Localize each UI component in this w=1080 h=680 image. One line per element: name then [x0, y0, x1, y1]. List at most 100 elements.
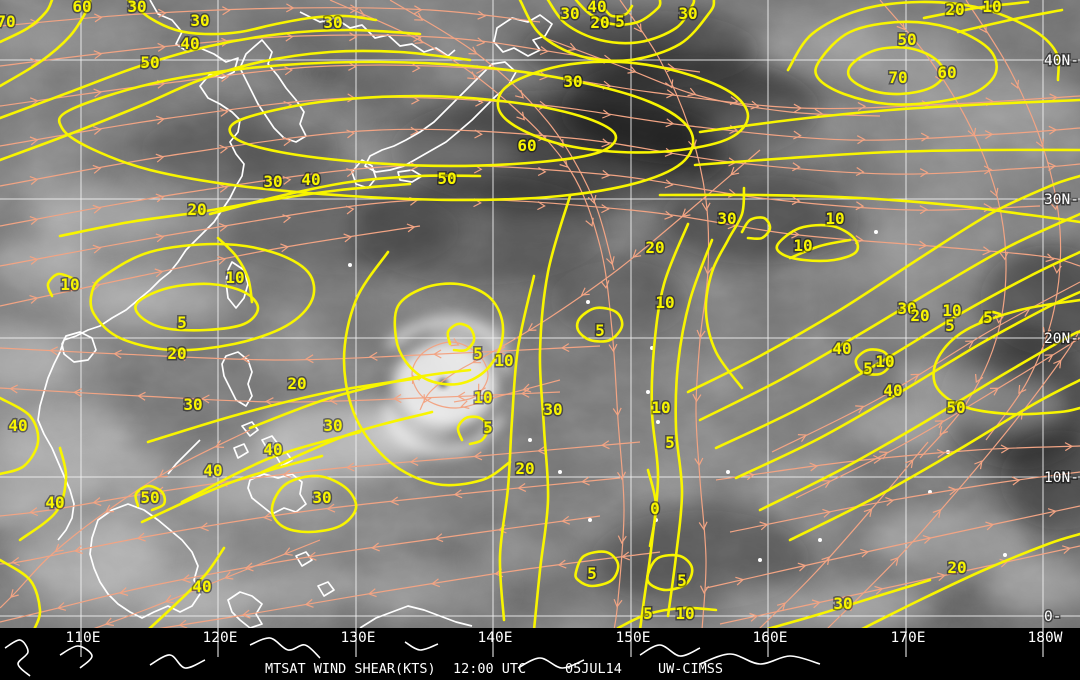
shear-value-label: 60 — [937, 63, 956, 82]
flow-arrowhead — [10, 557, 20, 566]
flow-arrowhead — [797, 562, 807, 572]
bright-cloud-region — [30, 187, 170, 243]
streamline — [0, 7, 541, 27]
coastline — [261, 435, 279, 451]
flow-arrowhead — [557, 559, 567, 569]
shear-contour — [270, 474, 358, 534]
bottom-bar-content: 110E 120E 130E 140E 150E 160E 170E 180W — [4, 628, 1063, 677]
flow-arrowhead — [922, 535, 932, 544]
flow-arrowhead — [409, 457, 419, 466]
flow-arrowhead — [1050, 201, 1059, 211]
flow-arrowhead — [29, 136, 39, 146]
flow-arrowhead — [346, 129, 356, 139]
streamline — [0, 128, 1080, 187]
flow-arrowhead — [222, 6, 231, 16]
latitude-label: 40N- — [1044, 53, 1079, 69]
coastline — [233, 443, 249, 459]
bar-coastline-fragment — [517, 657, 585, 669]
flow-arrowhead — [935, 72, 943, 82]
flow-arrowhead — [567, 42, 577, 52]
flow-arrowhead — [1035, 138, 1045, 148]
shear-value-label: 30 — [717, 209, 736, 228]
streamline — [825, 329, 1080, 631]
latitude-label: 30N- — [1044, 192, 1079, 208]
flow-arrowhead — [9, 384, 18, 394]
bright-cloud-region — [0, 13, 150, 57]
flow-arrowhead — [29, 295, 39, 304]
longitude-label: 130E — [341, 630, 376, 646]
shear-contour — [788, 238, 852, 260]
island-dot — [656, 420, 660, 424]
shear-value-label: 10 — [675, 604, 694, 623]
bright-cloud-region — [845, 403, 955, 447]
flow-arrowhead — [406, 223, 416, 233]
flow-arrowhead — [982, 246, 992, 256]
dark-cloud-region — [520, 10, 760, 90]
shear-value-label: 0 — [650, 499, 660, 518]
shear-value-label: 40 — [263, 440, 282, 459]
flow-arrowhead — [280, 243, 290, 253]
shear-contour — [956, 8, 1064, 34]
shear-value-label: 40 — [587, 0, 606, 16]
shear-value-label: 50 — [437, 169, 456, 188]
flow-arrowhead — [617, 535, 627, 545]
streamline — [757, 441, 929, 631]
shear-value-label: 40 — [180, 34, 199, 53]
streamline — [411, 341, 561, 409]
flow-arrowhead — [527, 323, 537, 332]
shear-value-label: 30 — [323, 13, 342, 32]
flow-arrowhead — [136, 532, 146, 542]
flow-arrowhead — [181, 574, 191, 584]
shear-contour — [146, 376, 422, 444]
flow-arrowhead — [516, 111, 526, 121]
streamline — [0, 198, 1080, 267]
island-dot — [586, 300, 590, 304]
shear-value-label: 60 — [517, 136, 536, 155]
flow-arrowhead — [282, 175, 292, 185]
shear-value-label: 20 — [515, 459, 534, 478]
flow-arrowhead — [350, 4, 359, 14]
shear-contour — [575, 306, 624, 343]
flow-arrowhead — [283, 547, 293, 556]
shear-contour — [0, 0, 92, 88]
flow-arrowhead — [809, 462, 819, 472]
streamline — [389, 0, 615, 271]
flow-arrowhead — [474, 129, 483, 139]
flow-arrowhead — [1047, 162, 1057, 171]
shear-contour — [393, 282, 505, 386]
flow-arrowhead — [703, 266, 713, 276]
flow-arrowhead — [932, 508, 942, 518]
flow-arrowhead — [860, 548, 870, 558]
shear-contour — [126, 0, 378, 36]
dark-cloud-region — [550, 260, 690, 340]
flow-arrowhead — [155, 115, 165, 125]
flow-arrowhead — [989, 387, 1000, 396]
bottom-bar — [0, 628, 1080, 680]
flow-arrowhead — [559, 158, 569, 168]
flow-arrowhead — [158, 469, 168, 478]
streamline — [705, 505, 1080, 589]
bar-coastline-fragment — [639, 644, 701, 657]
product-title: MTSAT WIND SHEAR(KTS) — [265, 661, 436, 677]
flow-arrowhead — [241, 354, 250, 364]
flow-arrowhead — [1064, 442, 1074, 452]
flow-arrowhead — [730, 166, 740, 176]
shear-value-label: 5 — [483, 418, 493, 437]
flow-arrowhead — [1062, 545, 1072, 555]
shear-value-label: 40 — [192, 577, 211, 596]
shear-value-label: 50 — [140, 53, 159, 72]
coastline — [37, 0, 245, 541]
longitude-label: 170E — [891, 630, 926, 646]
shear-contour — [89, 242, 316, 352]
flow-arrowhead — [1042, 326, 1052, 337]
bright-cloud-region — [750, 24, 970, 76]
flow-arrowhead — [885, 497, 895, 506]
shear-contour — [686, 174, 1080, 394]
shear-contour — [57, 60, 695, 202]
shear-contour — [216, 236, 254, 304]
flow-arrowhead — [119, 587, 129, 596]
shear-value-label: 5 — [983, 308, 993, 327]
streamline — [0, 96, 1080, 147]
flow-arrowhead — [791, 196, 801, 206]
